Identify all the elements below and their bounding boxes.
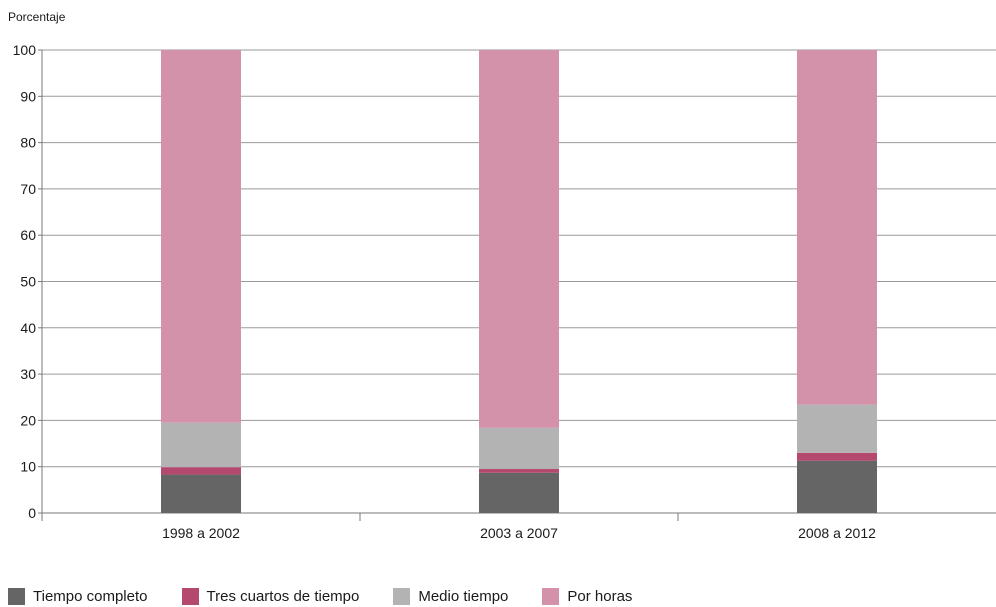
legend-label: Por horas [567,588,633,605]
legend-item: Por horas [542,588,632,605]
x-axis: 1998 a 2002 2003 a 2007 2008 a 2012 [162,513,876,541]
y-tick-label: 20 [20,412,36,428]
y-tick-label: 100 [13,42,37,58]
x-tick-label: 2008 a 2012 [798,525,876,541]
bar-segment [797,404,877,453]
bar-segment [161,467,241,475]
bar-segment [161,474,241,513]
legend-swatch [181,588,199,605]
bar-segment [797,452,877,461]
y-tick-label: 0 [28,505,36,521]
bar-segment [479,50,559,428]
y-tick-label: 30 [20,366,36,382]
legend-label: Medio tiempo [418,588,509,605]
bar-segment [479,472,559,513]
y-axis-label: Porcentaje [8,10,66,24]
bar-segment [797,50,877,405]
bar-segment [161,422,241,468]
legend-swatch [8,588,25,605]
legend-label: Tiempo completo [33,588,148,605]
y-tick-label: 40 [20,320,36,336]
y-tick-labels: 0 10 20 30 40 50 60 70 80 90 100 [13,42,37,521]
legend-item: Medio tiempo [393,588,508,605]
bar-segment [479,427,559,470]
bar-segment [479,469,559,473]
legend: Tiempo completo Tres cuartos de tiempo Med… [8,588,666,605]
y-tick-label: 70 [20,181,36,197]
x-tick-label: 2003 a 2007 [480,525,558,541]
y-tick-label: 60 [20,227,36,243]
legend-swatch [393,588,411,605]
y-tick-label: 50 [20,274,36,290]
bar-segment [797,460,877,513]
y-tick-label: 90 [20,88,36,104]
legend-item: Tiempo completo [8,588,148,605]
legend-swatch [542,588,560,605]
y-tick-label: 80 [20,135,36,151]
x-tick-label: 1998 a 2002 [162,525,240,541]
y-tick-label: 10 [20,459,36,475]
bar-segment [161,50,241,423]
legend-item: Tres cuartos de tiempo [181,588,360,605]
legend-label: Tres cuartos de tiempo [206,588,360,605]
bars [161,50,877,513]
